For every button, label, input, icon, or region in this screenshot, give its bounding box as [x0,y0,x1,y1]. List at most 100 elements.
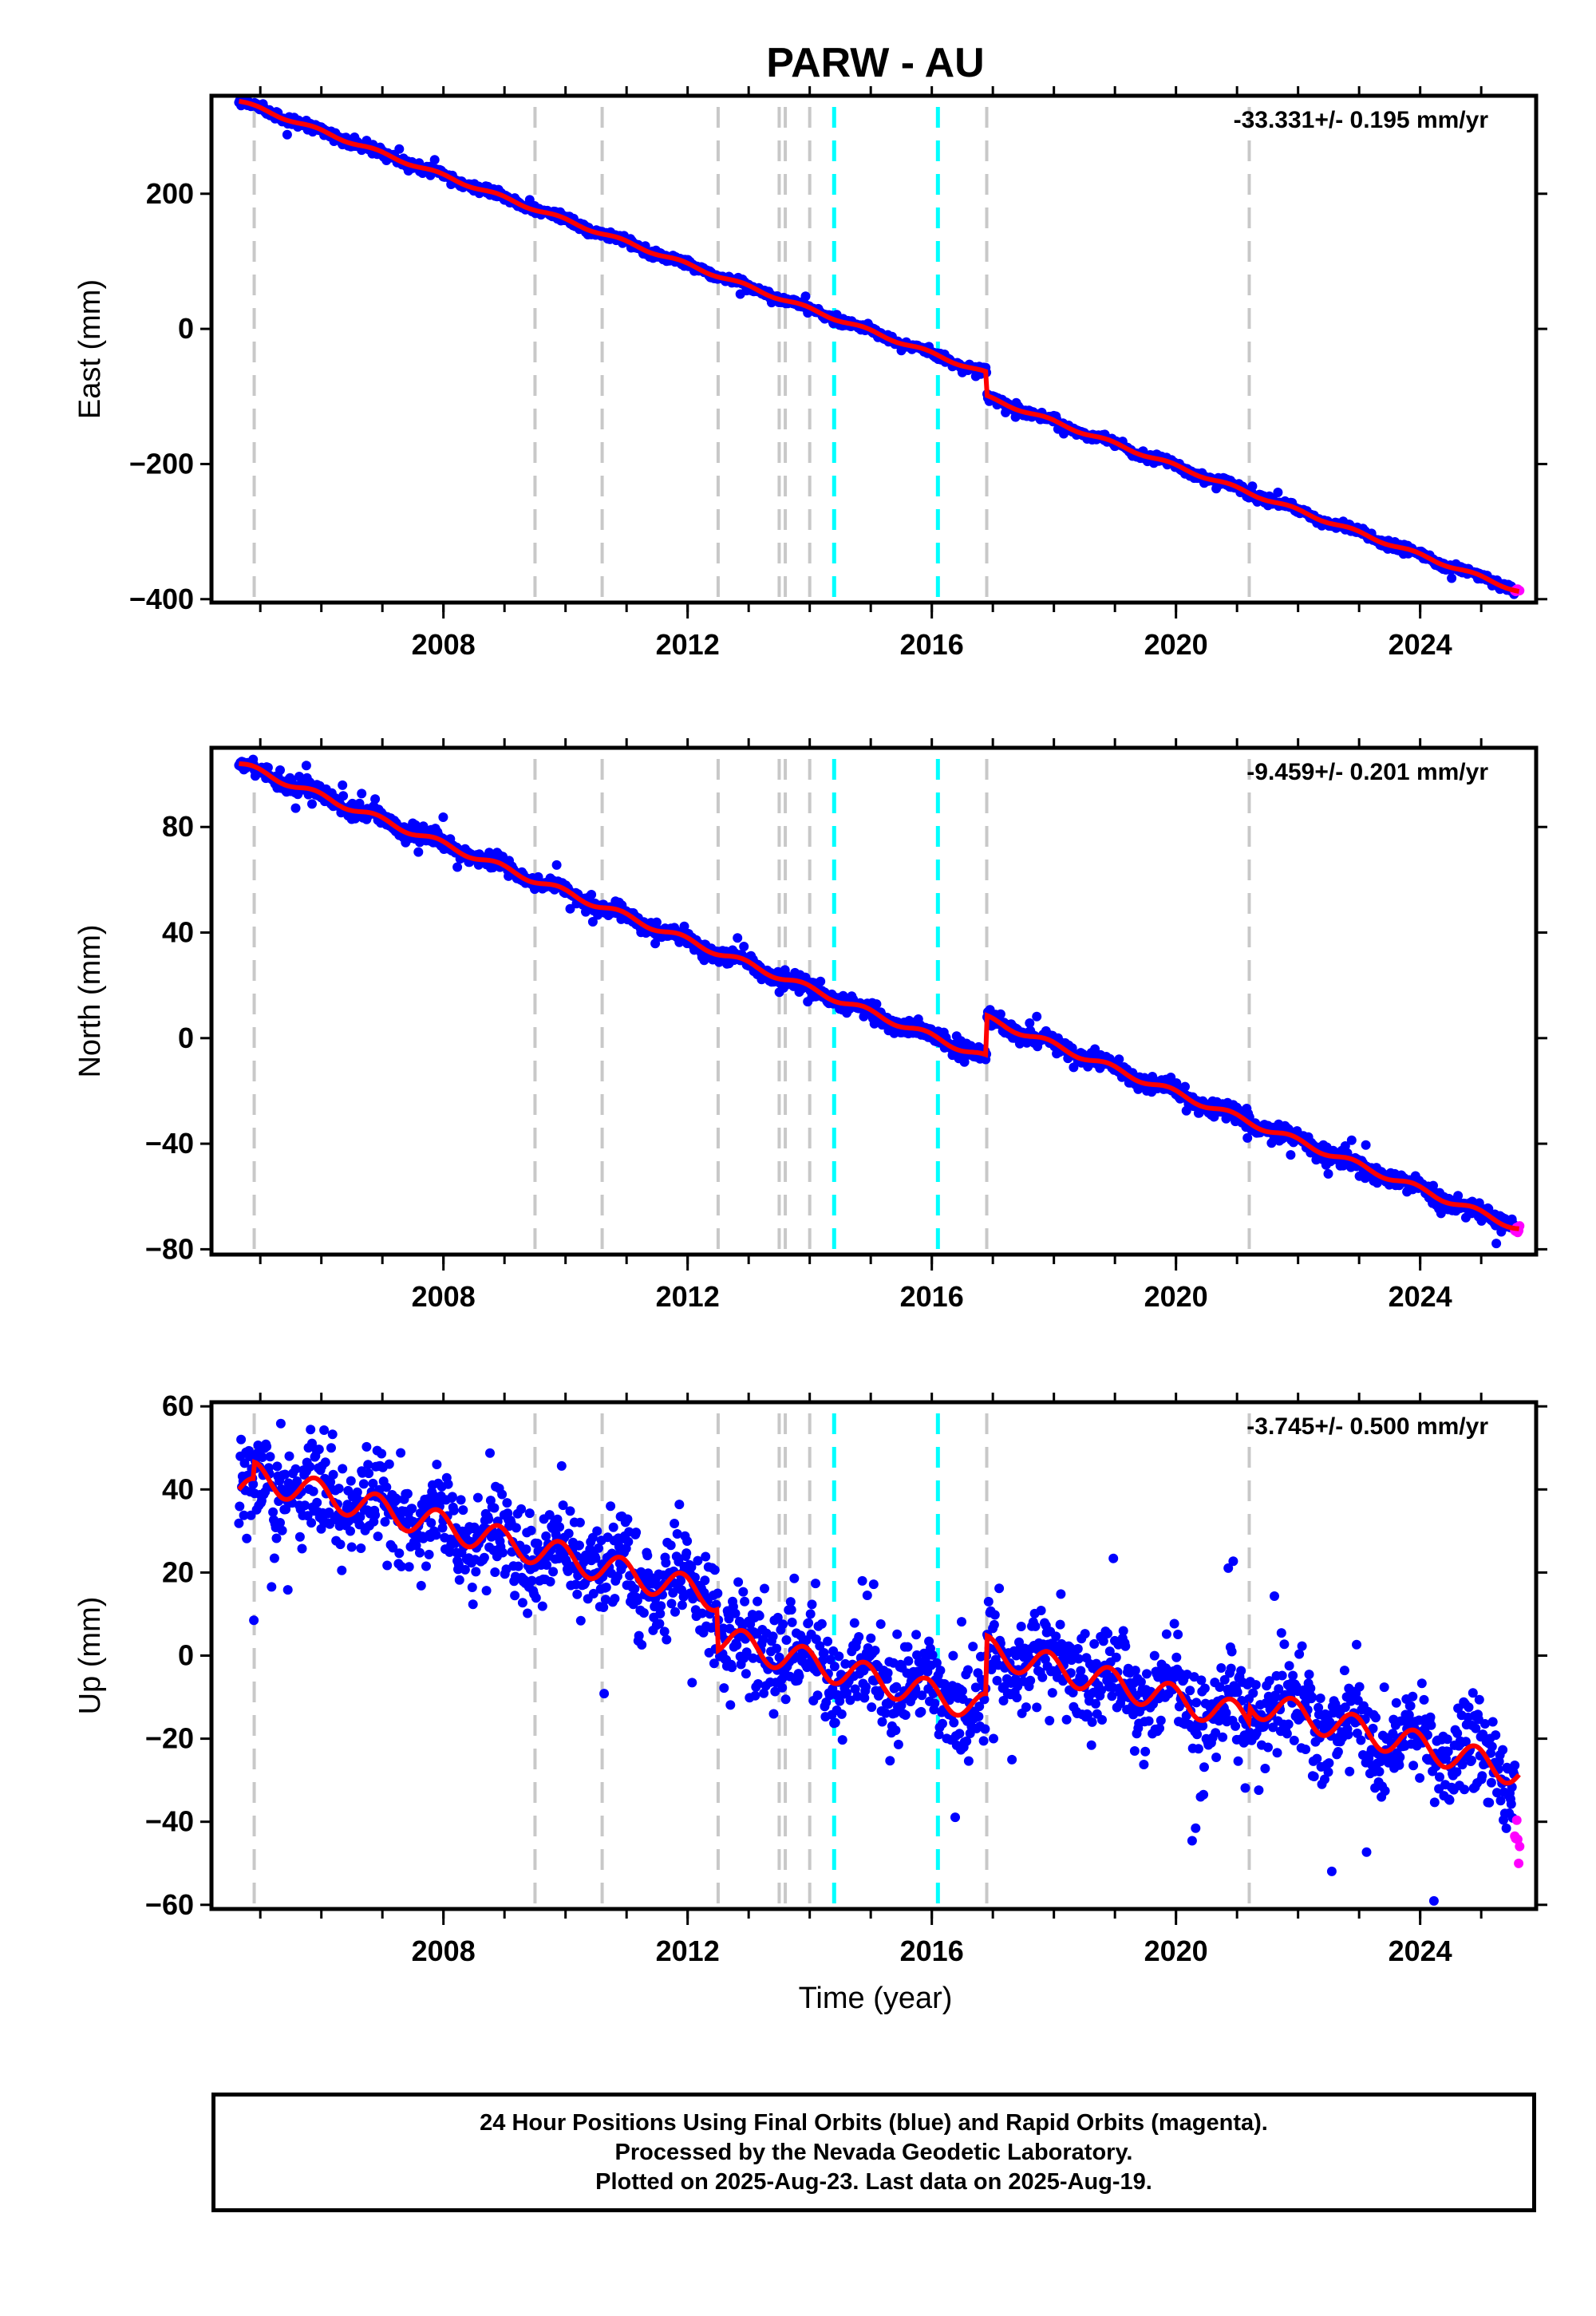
data-point [1089,1638,1100,1649]
data-point [812,1690,823,1701]
data-point [305,1461,315,1472]
data-point [563,1528,574,1539]
data-point [377,1448,387,1459]
data-point [517,1598,527,1608]
data-point [355,1512,365,1522]
plot-frame [209,93,1539,605]
data-point [1144,1716,1154,1726]
data-point [598,1603,609,1612]
data-point [601,1583,611,1592]
data-point [531,1593,541,1603]
data-point [850,1684,860,1694]
data-point [594,1543,603,1553]
data-point [306,1425,316,1435]
data-point [885,1756,895,1766]
data-point [780,1694,791,1705]
data-point [1242,1132,1253,1143]
data-point [502,1498,512,1508]
data-point [437,1523,448,1533]
data-point [1051,1631,1061,1642]
data-point [1447,573,1457,583]
data-point [916,1706,926,1717]
data-point [346,1476,356,1486]
data-point [275,1418,286,1429]
data-point [1111,1652,1121,1662]
data-point [1161,1629,1171,1639]
data-point [438,812,448,822]
data-point [373,1531,383,1542]
data-point [1428,1180,1438,1191]
data-point [768,1709,779,1719]
data-point [575,1615,586,1626]
data-point [454,1575,464,1585]
data-point [870,1646,880,1656]
data-point [511,1523,521,1533]
data-point [1045,1716,1055,1725]
data-point [963,1665,973,1675]
data-point [1436,1208,1446,1219]
data-point [1140,1746,1151,1757]
data-point [1036,1606,1046,1615]
data-point [370,1510,381,1520]
data-point [995,1009,1005,1019]
data-point [370,794,381,804]
data-point [1149,1650,1159,1661]
data-point [443,1479,453,1489]
data-point [269,1553,279,1563]
x-axis: 2008 2012 2016 2020 2024 [259,738,1483,1313]
data-point [804,1618,814,1628]
data-point [794,1671,804,1682]
data-point [588,1588,598,1599]
final-orbit-points [234,1418,1520,1906]
data-point [686,1562,697,1572]
data-point [990,1610,1000,1620]
data-point [479,1552,489,1563]
data-point [835,1696,845,1706]
data-point [688,1594,698,1604]
data-point [740,1596,750,1607]
data-point [361,1441,372,1452]
data-point [739,942,749,951]
data-point [592,1526,602,1536]
data-point [452,862,463,872]
data-point [724,1614,734,1624]
data-point [524,1508,535,1519]
data-point [294,1531,305,1542]
data-point [659,1626,670,1637]
data-point [1139,1760,1149,1769]
y-tick-label: 0 [178,1022,194,1054]
plot-frame [209,745,1539,1257]
data-point [242,1533,252,1543]
data-point [282,1585,293,1595]
data-point [1114,1054,1124,1065]
data-point [805,1609,816,1619]
data-point [816,976,826,986]
rate-label: -9.459+/- 0.201 mm/yr [1246,759,1488,785]
data-point [927,1650,938,1660]
data-point [840,1658,851,1669]
data-point [548,1567,559,1577]
data-point [903,1642,913,1652]
data-point [346,1526,355,1536]
data-point [900,1710,911,1720]
data-point [837,1735,847,1745]
data-point [983,1596,994,1607]
data-point [760,1583,769,1594]
data-point [963,1756,974,1766]
data-point [891,1682,902,1692]
data-point [268,1507,279,1517]
data-point [382,1560,393,1571]
data-point [974,1701,985,1712]
data-point [642,1551,653,1561]
data-point [750,1690,760,1701]
data-point [290,1464,301,1474]
data-point [448,1505,459,1516]
data-point [893,1739,903,1749]
data-point [950,1812,960,1823]
data-point [297,1543,307,1554]
data-point [587,917,598,927]
data-point [632,1595,642,1606]
data-point [989,1733,998,1744]
data-point [1055,1619,1065,1630]
